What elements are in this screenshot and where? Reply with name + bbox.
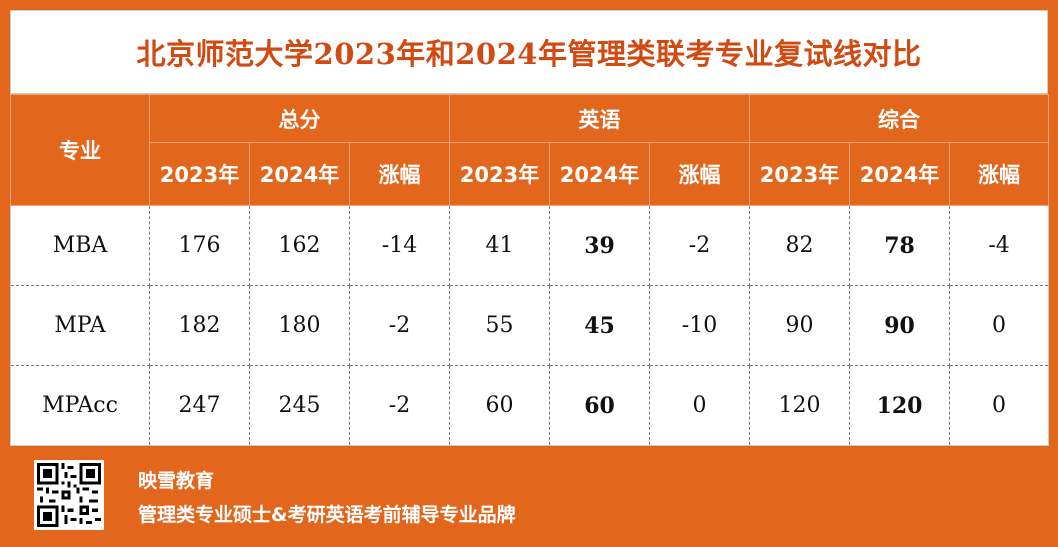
table-row-mpa: MPA 182 180 -2 55 45 -10 90 90 0 — [10, 285, 1050, 366]
header-english-2023: 2023年 — [449, 142, 551, 206]
brand-name: 映雪教育 — [138, 470, 215, 492]
cell-total-2024: 180 — [249, 285, 350, 366]
footer-bar: 映雪教育 管理类专业硕士&考研英语考前辅导专业品牌 — [0, 446, 1058, 547]
cell-comprehensive-2023: 120 — [749, 365, 851, 446]
cell-total-2024: 245 — [249, 365, 350, 446]
cell-comprehensive-change: 0 — [949, 365, 1050, 446]
cell-comprehensive-change: 0 — [949, 285, 1050, 366]
header-row-years: 2023年 2024年 涨幅 2023年 2024年 涨幅 2023年 2024… — [11, 142, 1050, 206]
brand-slogan: 管理类专业硕士&考研英语考前辅导专业品牌 — [138, 504, 516, 526]
cell-major: MBA — [10, 205, 150, 286]
header-total-change: 涨幅 — [348, 142, 451, 206]
cell-english-2024: 45 — [549, 285, 651, 366]
cell-english-2023: 60 — [449, 365, 551, 446]
header-group-total: 总分 — [148, 94, 451, 143]
cell-major: MPAcc — [10, 365, 150, 446]
cell-english-change: 0 — [649, 365, 751, 446]
cell-english-change: -2 — [649, 205, 751, 286]
cell-english-2024: 60 — [549, 365, 651, 446]
cell-english-2023: 55 — [449, 285, 551, 366]
page-title: 北京师范大学2023年和2024年管理类联考专业复试线对比 — [136, 37, 922, 71]
cell-english-change: -10 — [649, 285, 751, 366]
cell-total-change: -14 — [349, 205, 451, 286]
cell-total-change: -2 — [349, 365, 451, 446]
header-english-change: 涨幅 — [649, 142, 751, 206]
cell-comprehensive-2023: 90 — [749, 285, 851, 366]
cell-major: MPA — [10, 285, 150, 366]
header-group-english: 英语 — [449, 94, 751, 143]
header-group-comprehensive: 综合 — [749, 94, 1050, 143]
cell-total-2024: 162 — [249, 205, 350, 286]
qr-code-icon — [34, 460, 104, 530]
header-major: 专业 — [10, 94, 150, 206]
cell-total-change: -2 — [349, 285, 451, 366]
cell-comprehensive-2024: 90 — [849, 285, 951, 366]
table-row-mpacc: MPAcc 247 245 -2 60 60 0 120 120 0 — [10, 365, 1050, 446]
header-total-2024: 2024年 — [249, 142, 350, 206]
cell-comprehensive-2024: 78 — [849, 205, 951, 286]
cell-total-2023: 176 — [149, 205, 250, 286]
score-comparison-table: 专业 总分 英语 综合 2023年 2024年 涨幅 2023年 2024年 涨… — [10, 94, 1050, 446]
cell-comprehensive-2023: 82 — [749, 205, 851, 286]
cell-total-2023: 182 — [149, 285, 250, 366]
cell-english-2023: 41 — [449, 205, 551, 286]
cell-comprehensive-2024: 120 — [849, 365, 951, 446]
header-english-2024: 2024年 — [549, 142, 651, 206]
title-banner: 北京师范大学2023年和2024年管理类联考专业复试线对比 — [10, 10, 1048, 94]
cell-comprehensive-change: -4 — [949, 205, 1050, 286]
table-row-mba: MBA 176 162 -14 41 39 -2 82 78 -4 — [10, 205, 1050, 286]
header-comprehensive-change: 涨幅 — [949, 142, 1050, 206]
header-comprehensive-2024: 2024年 — [849, 142, 951, 206]
header-comprehensive-2023: 2023年 — [749, 142, 851, 206]
cell-english-2024: 39 — [549, 205, 651, 286]
header-row-groups: 专业 总分 英语 综合 — [10, 94, 1050, 206]
header-total-2023: 2023年 — [149, 142, 250, 206]
cell-total-2023: 247 — [149, 365, 250, 446]
